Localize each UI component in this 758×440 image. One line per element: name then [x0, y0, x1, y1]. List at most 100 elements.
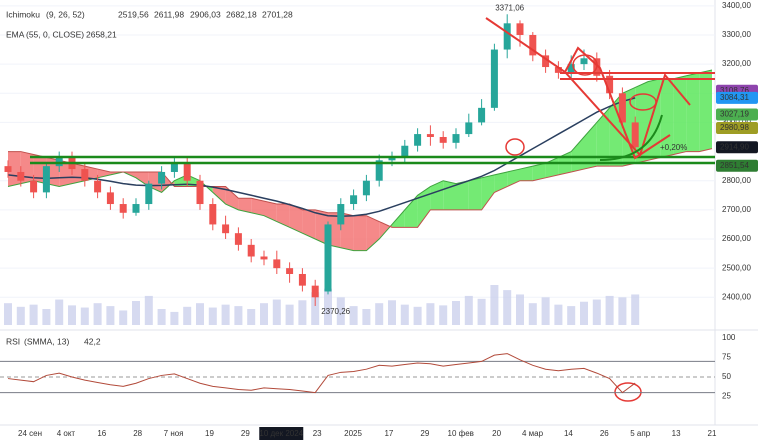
circle-drawing: [614, 382, 642, 402]
legend-name: Ichimoku: [6, 9, 40, 19]
x-tick-label: 16: [97, 429, 106, 438]
y-tick-label: 2700,00: [722, 205, 751, 214]
volume-bar: [4, 303, 12, 325]
volume-bar: [362, 309, 371, 325]
curve-drawing: [599, 114, 663, 161]
candle-body: [618, 93, 626, 123]
volume-bar: [144, 295, 153, 325]
candle-body: [247, 244, 255, 257]
trend-drawing: [564, 46, 671, 160]
volume-bar: [477, 298, 486, 325]
cloud-segment: [353, 215, 367, 251]
cloud-segment: [289, 204, 303, 234]
cloud-segment: [264, 201, 277, 222]
volume-bar: [183, 306, 192, 325]
price-badge-label: 3084,31: [720, 93, 749, 102]
legend-params: (55, 0, CLOSE): [26, 29, 84, 39]
candle-body: [183, 163, 191, 181]
price-badge-label: 3027,19: [720, 110, 749, 119]
volume-bar: [349, 306, 358, 325]
y-tick-label: 3200,00: [722, 59, 751, 68]
cloud-segment: [225, 186, 239, 210]
price-badge: [716, 141, 758, 154]
candle-body: [401, 145, 409, 158]
candle-body: [132, 204, 140, 213]
candle-body: [311, 285, 319, 298]
volume-bar: [375, 303, 384, 325]
volume-bar: [413, 306, 422, 325]
candle-body: [209, 204, 217, 225]
cloud-segment: [404, 195, 418, 228]
x-tick-label: 7 ноя: [164, 429, 184, 438]
volume-bar: [285, 304, 294, 325]
volume-bar: [580, 301, 588, 325]
cloud-segment: [302, 209, 316, 240]
volume-bar: [388, 300, 396, 325]
candle-body: [490, 49, 498, 108]
ema-values-line: [7, 97, 636, 218]
rsi-line: [7, 353, 636, 394]
circle-drawing: [572, 54, 598, 76]
volume-bar: [452, 301, 460, 325]
candle-body: [42, 166, 50, 193]
candle-body: [414, 134, 422, 146]
rsi-name: RSI: [6, 336, 20, 346]
volume-bar: [336, 297, 345, 325]
cloud-segment: [136, 171, 149, 187]
candle-body: [542, 55, 550, 68]
x-tick-label: 21: [708, 429, 717, 438]
candle-body: [580, 58, 588, 65]
volume-bar: [464, 295, 473, 325]
circle-drawing: [629, 93, 657, 111]
legend-value: 2906,03: [190, 9, 221, 19]
candle-body: [298, 273, 306, 286]
volume-bar: [554, 304, 563, 325]
volume-bar: [490, 285, 499, 325]
volume-bar: [541, 297, 550, 325]
price-badge: [716, 108, 758, 121]
candle-body: [273, 259, 281, 269]
x-tick-label: 10 фев: [448, 429, 474, 438]
volume-bar: [208, 307, 217, 325]
cloud-segment: [251, 198, 264, 216]
legend-name: EMA: [6, 29, 25, 39]
candle-body: [503, 23, 511, 50]
candle-body: [222, 224, 230, 234]
volume-bar: [426, 303, 435, 325]
volume-bar: [605, 295, 614, 325]
price-badge-label: 2851,54: [720, 161, 749, 170]
volume-bar: [618, 297, 627, 325]
candle-body: [465, 122, 473, 135]
price-badge: [716, 159, 758, 172]
circle-drawing: [505, 138, 525, 156]
volume-bar: [528, 303, 537, 325]
cloud-segment: [507, 169, 520, 187]
cloud-segment: [212, 186, 226, 205]
candle-body: [478, 107, 486, 123]
volume-bar: [324, 288, 332, 325]
volume-bar: [298, 300, 307, 325]
volume-bar: [80, 307, 89, 325]
y-tick-label: 2800,00: [722, 176, 751, 185]
volume-bar: [400, 304, 409, 325]
candle-body: [94, 180, 102, 193]
candle-body: [81, 169, 89, 181]
price-badge-label: 2980,98: [720, 123, 749, 132]
candle-body: [234, 233, 242, 245]
cloud-segment: [686, 72, 700, 152]
x-tick-label: 26: [600, 429, 609, 438]
volume-bar: [503, 290, 512, 325]
cloud-segment: [699, 69, 712, 152]
x-tick-label: 4 мар: [522, 429, 544, 438]
drawings: [30, 17, 715, 402]
y-tick-label: 3400,00: [722, 1, 751, 10]
candle-body: [145, 183, 153, 205]
rsi-tick-label: 75: [722, 353, 731, 362]
volume-bar: [516, 294, 524, 325]
price-badge-label: 2914,90: [720, 142, 749, 151]
price-badge: [716, 121, 758, 134]
volume-bar: [234, 306, 243, 325]
legend-params: (9, 26, 52): [46, 9, 85, 19]
x-tick-label: 28: [133, 429, 142, 438]
volume-bar: [68, 305, 76, 325]
